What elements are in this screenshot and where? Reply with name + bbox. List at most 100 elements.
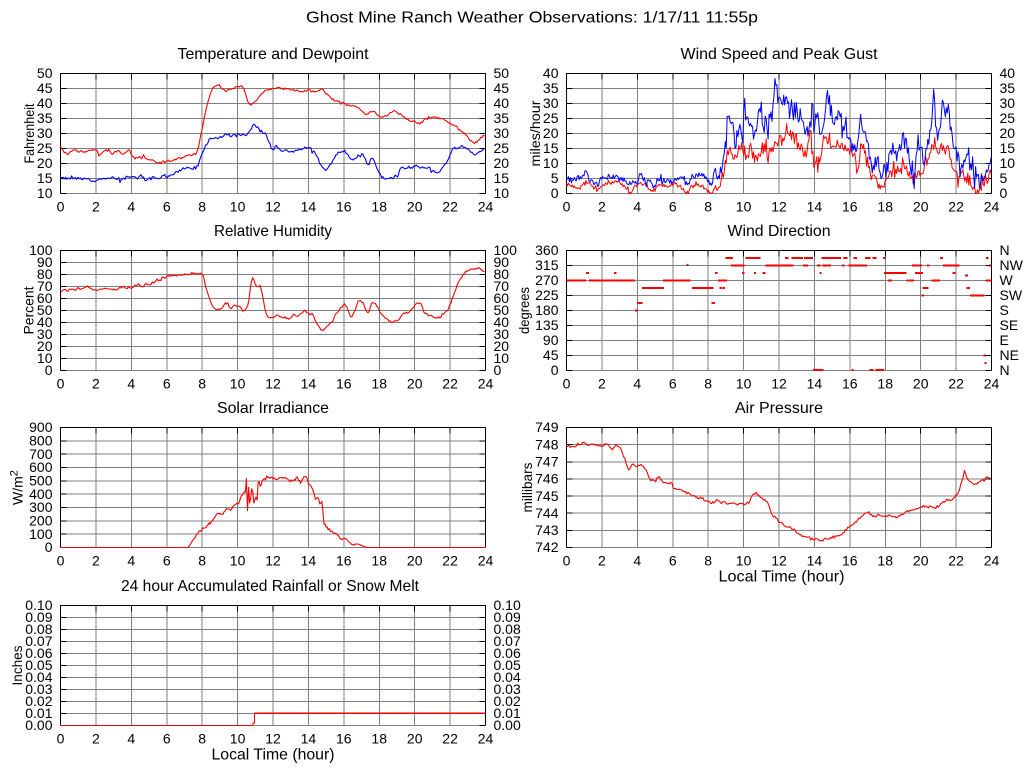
svg-text:18: 18	[371, 731, 387, 747]
svg-text:0: 0	[563, 553, 571, 569]
svg-text:0.06: 0.06	[25, 645, 52, 661]
svg-text:0.02: 0.02	[494, 693, 521, 709]
svg-text:100: 100	[29, 526, 53, 542]
svg-text:135: 135	[535, 317, 559, 333]
svg-text:100: 100	[494, 242, 518, 258]
svg-text:Wind Direction: Wind Direction	[728, 223, 831, 240]
svg-text:225: 225	[535, 287, 559, 303]
svg-text:180: 180	[535, 302, 559, 318]
svg-text:8: 8	[198, 199, 206, 215]
svg-text:90: 90	[494, 254, 510, 270]
svg-text:NW: NW	[1000, 257, 1024, 273]
svg-text:80: 80	[37, 266, 53, 282]
svg-text:90: 90	[37, 254, 53, 270]
svg-text:30: 30	[37, 125, 53, 141]
svg-text:0.00: 0.00	[494, 717, 521, 733]
svg-text:20: 20	[913, 553, 929, 569]
svg-text:8: 8	[198, 553, 206, 569]
svg-text:24: 24	[478, 553, 494, 569]
svg-text:20: 20	[407, 199, 423, 215]
svg-text:0: 0	[551, 185, 559, 201]
svg-text:0: 0	[57, 731, 65, 747]
svg-text:Local Time (hour): Local Time (hour)	[719, 569, 845, 586]
svg-text:30: 30	[543, 95, 559, 111]
svg-text:2: 2	[92, 553, 100, 569]
svg-text:8: 8	[198, 376, 206, 392]
svg-text:50: 50	[37, 65, 53, 81]
svg-text:60: 60	[494, 290, 510, 306]
svg-text:14: 14	[807, 376, 823, 392]
svg-text:30: 30	[494, 326, 510, 342]
svg-text:Fahrenheit: Fahrenheit	[21, 103, 37, 163]
svg-text:8: 8	[198, 731, 206, 747]
svg-text:Temperature and Dewpoint: Temperature and Dewpoint	[178, 46, 370, 63]
svg-text:24: 24	[478, 199, 494, 215]
svg-text:6: 6	[163, 376, 171, 392]
svg-text:14: 14	[807, 199, 823, 215]
svg-text:0: 0	[563, 376, 571, 392]
svg-text:24: 24	[984, 199, 1000, 215]
svg-text:25: 25	[494, 140, 510, 156]
svg-text:360: 360	[535, 242, 559, 258]
svg-text:15: 15	[543, 140, 559, 156]
svg-text:0: 0	[563, 199, 571, 215]
svg-text:748: 748	[535, 436, 559, 452]
svg-text:100: 100	[29, 242, 53, 258]
svg-text:4: 4	[127, 199, 135, 215]
svg-text:40: 40	[37, 95, 53, 111]
svg-text:24: 24	[478, 731, 494, 747]
svg-text:20: 20	[1000, 125, 1016, 141]
svg-text:90: 90	[543, 332, 559, 348]
svg-text:24: 24	[478, 376, 494, 392]
svg-text:5: 5	[551, 170, 559, 186]
svg-text:300: 300	[29, 499, 53, 515]
svg-text:25: 25	[543, 110, 559, 126]
svg-text:900: 900	[29, 419, 53, 435]
svg-text:60: 60	[37, 290, 53, 306]
svg-text:Local Time (hour): Local Time (hour)	[212, 747, 335, 764]
svg-text:22: 22	[442, 376, 458, 392]
svg-text:40: 40	[37, 314, 53, 330]
svg-text:15: 15	[494, 170, 510, 186]
svg-text:0.00: 0.00	[25, 717, 52, 733]
svg-text:45: 45	[494, 80, 510, 96]
svg-text:6: 6	[669, 553, 677, 569]
svg-text:18: 18	[371, 199, 387, 215]
svg-text:Air Pressure: Air Pressure	[735, 400, 823, 417]
svg-text:400: 400	[29, 486, 53, 502]
svg-text:24 hour Accumulated Rainfall o: 24 hour Accumulated Rainfall or Snow Mel…	[121, 578, 420, 595]
svg-text:4: 4	[127, 376, 135, 392]
svg-text:0.01: 0.01	[25, 705, 52, 721]
svg-text:0.04: 0.04	[25, 669, 52, 685]
svg-text:2: 2	[598, 376, 606, 392]
svg-text:0.02: 0.02	[25, 693, 52, 709]
svg-text:10: 10	[736, 376, 752, 392]
svg-text:8: 8	[704, 199, 712, 215]
svg-text:10: 10	[230, 553, 246, 569]
svg-text:20: 20	[913, 376, 929, 392]
svg-text:Inches: Inches	[9, 646, 25, 686]
svg-text:22: 22	[442, 553, 458, 569]
svg-text:0: 0	[57, 199, 65, 215]
svg-text:746: 746	[535, 471, 559, 487]
svg-text:50: 50	[494, 65, 510, 81]
svg-text:20: 20	[494, 155, 510, 171]
svg-text:0: 0	[45, 539, 53, 555]
svg-text:40: 40	[543, 65, 559, 81]
svg-text:miles/hour: miles/hour	[527, 100, 543, 166]
svg-text:22: 22	[442, 199, 458, 215]
svg-text:N: N	[1000, 362, 1010, 378]
svg-text:10: 10	[230, 376, 246, 392]
svg-text:25: 25	[1000, 110, 1016, 126]
svg-text:2: 2	[92, 376, 100, 392]
svg-text:20: 20	[494, 338, 510, 354]
svg-text:0: 0	[494, 362, 502, 378]
svg-text:10: 10	[736, 553, 752, 569]
svg-text:14: 14	[807, 553, 823, 569]
svg-text:S: S	[1000, 302, 1009, 318]
svg-text:0.08: 0.08	[494, 621, 521, 637]
svg-text:Relative Humidity: Relative Humidity	[214, 223, 332, 240]
svg-text:10: 10	[230, 199, 246, 215]
svg-text:800: 800	[29, 433, 53, 449]
svg-text:Solar Irradiance: Solar Irradiance	[217, 400, 329, 417]
